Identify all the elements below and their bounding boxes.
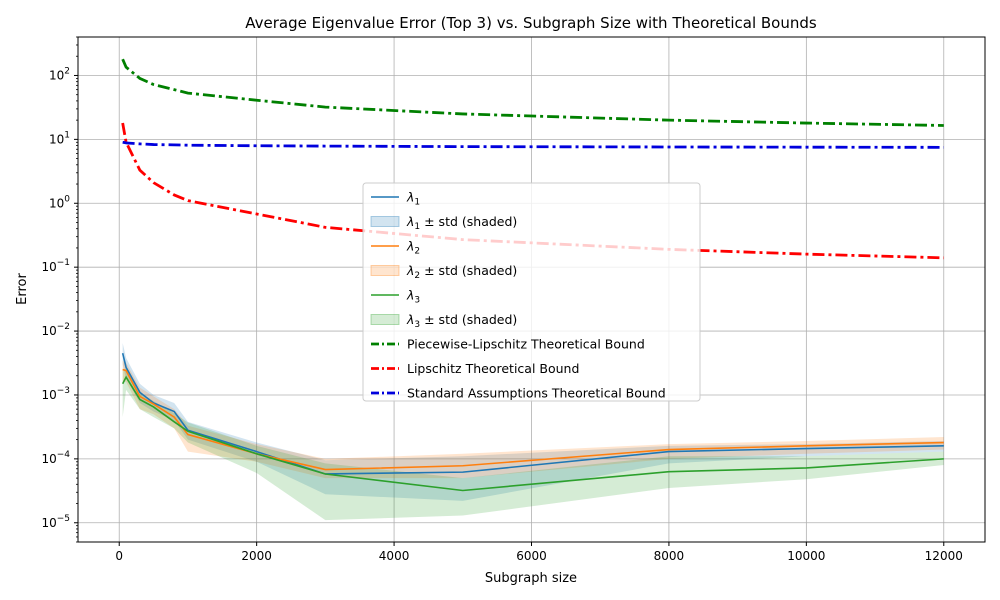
series-line-lambda1: [121, 353, 944, 475]
y-tick-label: 10−3: [41, 386, 70, 402]
legend-label: λ1: [406, 190, 420, 208]
x-tick-label: 4000: [379, 549, 410, 563]
y-tick-label: 102: [49, 66, 70, 82]
y-axis-ticks: 10−5 10−4 10−3 10−2 10−1 100 101 102: [41, 36, 78, 543]
y-tick-label: 100: [49, 194, 70, 210]
legend-patch: [370, 265, 400, 276]
x-tick-label: 0: [115, 549, 123, 563]
series-lines: [121, 353, 944, 492]
std-bands: [122, 343, 944, 521]
x-tick-label: 2000: [241, 549, 272, 563]
legend-patch: [370, 216, 400, 227]
legend-label: Standard Assumptions Theoretical Bound: [407, 386, 666, 401]
series-line-lambda2: [122, 368, 944, 471]
bound-line-1: [121, 58, 944, 127]
legend: λ1 λ1 ± std (shaded) λ2 λ2 ± std (shaded) λ3…: [362, 182, 701, 402]
y-tick-label: 101: [49, 130, 70, 146]
std-band-2: [122, 361, 944, 479]
bound-line-3: [122, 140, 944, 149]
x-tick-label: 6000: [516, 549, 547, 563]
series-line-lambda3: [121, 375, 944, 492]
x-tick-label: 12000: [925, 549, 963, 563]
legend-label: λ3 ± std (shaded): [406, 312, 517, 330]
x-axis-label: Subgraph size: [485, 571, 577, 586]
legend-label: λ2: [406, 239, 420, 257]
std-band-1: [122, 343, 944, 501]
y-tick-label: 10−1: [41, 258, 70, 274]
legend-label: Lipschitz Theoretical Bound: [407, 361, 579, 376]
y-tick-label: 10−4: [41, 450, 70, 466]
legend-label: λ2 ± std (shaded): [406, 263, 517, 281]
legend-label: Piecewise-Lipschitz Theoretical Bound: [407, 337, 645, 352]
x-tick-label: 8000: [654, 549, 685, 563]
y-tick-label: 10−5: [41, 514, 70, 530]
std-band-3: [122, 368, 944, 521]
x-tick-label: 10000: [787, 549, 825, 563]
legend-box: [362, 182, 701, 402]
x-axis-ticks: 0 2000 4000 6000 8000 10000 12000: [115, 542, 963, 563]
y-axis-label: Error: [15, 273, 30, 305]
legend-label: λ3: [406, 288, 420, 306]
legend-patch: [370, 314, 400, 325]
y-tick-label: 10−2: [41, 322, 70, 338]
chart-title: Average Eigenvalue Error (Top 3) vs. Sub…: [245, 14, 817, 32]
legend-label: λ1 ± std (shaded): [406, 214, 517, 232]
